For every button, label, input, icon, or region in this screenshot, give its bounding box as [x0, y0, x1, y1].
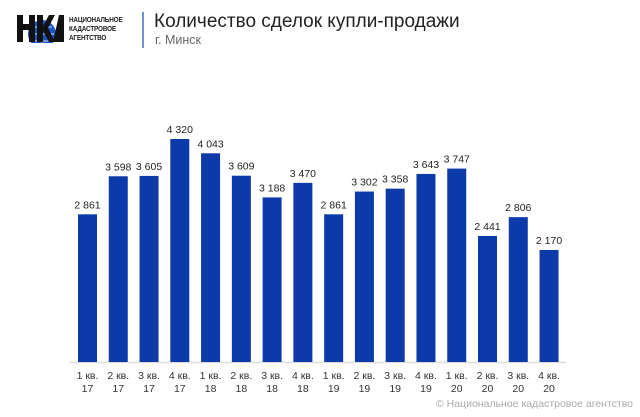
data-label: 2 861: [321, 199, 347, 211]
data-label: 3 598: [105, 161, 131, 173]
x-tick-label: 4 кв.: [292, 370, 314, 382]
x-tick-year: 19: [420, 383, 432, 395]
x-tick-year: 20: [512, 383, 524, 395]
data-label: 4 043: [197, 138, 223, 150]
data-label: 2 861: [74, 199, 100, 211]
data-label: 3 358: [382, 174, 408, 186]
bar: [201, 153, 221, 362]
x-tick-label: 2 кв.: [230, 370, 252, 382]
x-tick-year: 17: [143, 383, 155, 395]
x-tick-label: 2 кв.: [354, 370, 376, 382]
data-label: 3 605: [136, 161, 162, 173]
bar: [78, 214, 97, 362]
x-tick-label: 4 кв.: [538, 370, 560, 382]
x-tick-label: 3 кв.: [507, 370, 529, 382]
x-tick-label: 4 кв.: [169, 370, 191, 382]
nka-logo: [17, 15, 64, 43]
x-tick-year: 17: [82, 383, 94, 395]
x-tick-label: 1 кв.: [323, 370, 345, 382]
x-tick-year: 18: [297, 383, 309, 395]
x-tick-year: 19: [359, 383, 371, 395]
bar: [170, 139, 190, 362]
x-tick-year: 18: [266, 383, 278, 395]
x-tick-label: 1 кв.: [200, 370, 222, 382]
bar: [508, 217, 528, 362]
x-tick-label: 3 кв.: [384, 370, 406, 382]
data-label: 2 806: [505, 202, 531, 214]
data-label: 2 441: [474, 221, 500, 233]
bar: [293, 182, 313, 362]
copyright-footer: © Национальное кадастровое агентство: [436, 398, 633, 410]
x-tick-year: 20: [543, 383, 555, 395]
x-tick-label: 3 кв.: [261, 370, 283, 382]
header-divider: [142, 12, 144, 48]
bar: [385, 188, 405, 362]
x-tick-label: 2 кв.: [107, 370, 129, 382]
bar: [262, 197, 282, 362]
x-tick-year: 19: [328, 383, 340, 395]
logo-line-2: КАДАСТРОВОЕ: [69, 24, 116, 33]
x-tick-label: 2 кв.: [477, 370, 499, 382]
x-tick-year: 17: [112, 383, 124, 395]
x-tick-label: 1 кв.: [446, 370, 468, 382]
data-label: 3 302: [351, 177, 377, 189]
x-tick-year: 18: [236, 383, 248, 395]
bar: [231, 175, 251, 362]
x-tick-year: 17: [174, 383, 186, 395]
bar: [354, 191, 374, 362]
logo-text: НАЦИОНАЛЬНОЕ КАДАСТРОВОЕ АГЕНТСТВО: [69, 15, 123, 42]
bar: [447, 168, 467, 362]
x-tick-year: 19: [389, 383, 401, 395]
data-label: 4 320: [167, 124, 193, 136]
data-label: 3 470: [290, 168, 316, 180]
data-label: 2 170: [536, 235, 562, 247]
x-tick-label: 3 кв.: [138, 370, 160, 382]
x-tick-year: 18: [205, 383, 217, 395]
x-tick-year: 20: [451, 383, 463, 395]
bar: [139, 175, 159, 362]
data-label: 3 188: [259, 182, 285, 194]
logo-line-3: АГЕНТСТВО: [69, 33, 107, 42]
bar: [108, 176, 128, 362]
data-label: 3 747: [444, 154, 470, 166]
chart-title: Количество сделок купли-продажи: [154, 11, 460, 32]
bar: [478, 235, 498, 362]
x-tick-label: 4 кв.: [415, 370, 437, 382]
logo-line-1: НАЦИОНАЛЬНОЕ: [69, 15, 123, 24]
x-tick-year: 20: [482, 383, 494, 395]
bar: [416, 173, 436, 362]
x-tick-label: 1 кв.: [77, 370, 99, 382]
chart-subtitle: г. Минск: [155, 33, 201, 47]
bar: [324, 214, 344, 362]
data-label: 3 643: [413, 159, 439, 171]
bar: [539, 249, 559, 362]
data-label: 3 609: [228, 161, 254, 173]
